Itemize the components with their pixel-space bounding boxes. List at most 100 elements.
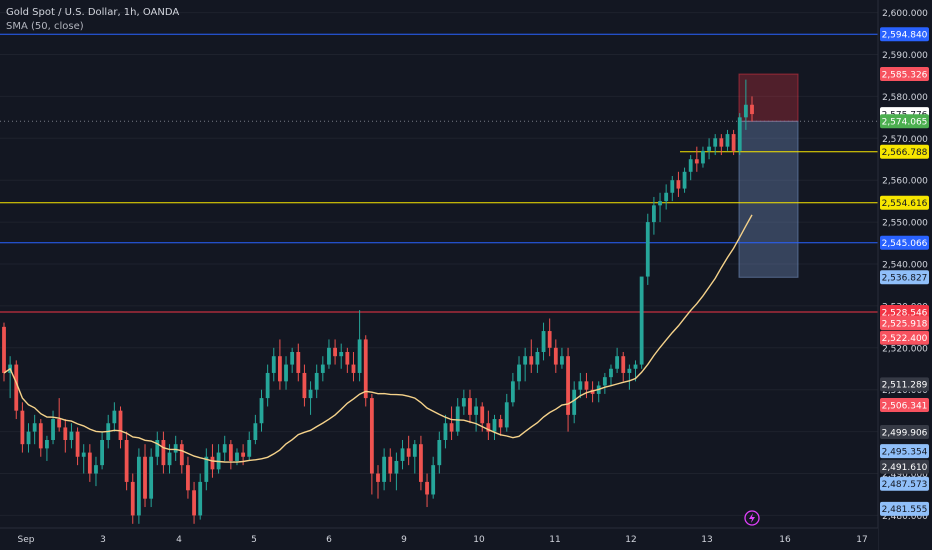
candle-body [541, 331, 546, 352]
candle-body [437, 440, 442, 466]
x-tick-label: 13 [701, 535, 712, 545]
price-tag-label: 2,495.354 [882, 447, 928, 457]
candle-body [38, 423, 43, 449]
y-tick-label: 2,560.000 [882, 177, 928, 187]
candle-body [670, 180, 675, 193]
x-tick-label: Sep [18, 535, 35, 545]
candle-body [51, 419, 55, 440]
candle-body [167, 452, 172, 466]
candle-body [676, 180, 681, 189]
candle-body [259, 398, 264, 424]
candle-body [26, 431, 31, 445]
price-tag-label: 2,487.573 [882, 480, 928, 490]
candle-body [639, 276, 644, 365]
candle-body [523, 356, 528, 365]
candle-body [143, 456, 147, 499]
price-tag [880, 304, 929, 319]
candle-body [412, 444, 417, 457]
sma-indicator-label[interactable]: SMA (50, close) [6, 21, 84, 32]
candle-body [87, 452, 92, 474]
candle-body [566, 356, 570, 415]
price-tag-label: 2,545.066 [882, 239, 928, 249]
price-tag [880, 377, 929, 392]
candle-body [2, 326, 6, 373]
price-tag [880, 330, 929, 345]
price-tag [880, 398, 929, 413]
candle-body [633, 364, 638, 369]
y-tick-label: 2,580.000 [882, 93, 928, 103]
price-tag [880, 444, 929, 459]
price-tag [880, 195, 929, 210]
candle-body [431, 465, 436, 495]
x-tick-label: 17 [856, 535, 867, 545]
candle-body [572, 389, 577, 415]
symbol-title[interactable]: Gold Spot / U.S. Dollar, 1h, OANDA [6, 7, 180, 18]
price-tag-label: 2,525.918 [882, 319, 928, 329]
price-tag-label: 2,566.788 [882, 148, 928, 158]
candle-body [327, 347, 331, 365]
candle-body [320, 364, 325, 373]
price-tag-label: 2,522.400 [882, 334, 928, 344]
candle-body [173, 444, 178, 453]
y-tick-label: 2,590.000 [882, 51, 928, 61]
candle-body [394, 460, 399, 474]
candle-body [112, 410, 117, 424]
price-tag-label: 2,574.065 [882, 118, 928, 128]
price-tag-label: 2,506.341 [882, 401, 928, 411]
candle-body [694, 159, 699, 164]
stop-loss-zone [738, 73, 799, 122]
candle-body [474, 406, 478, 415]
lightning-icon[interactable] [744, 510, 760, 526]
x-tick-label: 16 [779, 535, 791, 545]
candle-body [69, 431, 74, 440]
candle-body [290, 352, 295, 365]
candle-body [130, 481, 135, 516]
candle-body [210, 456, 215, 470]
candle-body [124, 440, 129, 482]
price-tag-label: 2,511.289 [882, 381, 928, 391]
sma-line [3, 214, 753, 463]
candle-body [504, 402, 509, 428]
x-tick-label: 5 [251, 535, 257, 545]
candle-body [296, 352, 301, 373]
candle-body [492, 419, 497, 432]
candle-body [664, 192, 669, 202]
x-tick-label: 9 [401, 535, 407, 545]
y-tick-label: 2,520.000 [882, 344, 928, 354]
candle-body [517, 364, 521, 382]
candle-body [400, 448, 405, 461]
price-tag-label: 2,491.610 [882, 463, 928, 473]
candle-body [578, 381, 583, 390]
price-tag [880, 316, 929, 331]
candle-body [682, 171, 687, 189]
candle-body [363, 339, 368, 399]
price-tag [880, 235, 929, 250]
candle-body [118, 410, 123, 440]
price-tag-label: 2,481.555 [882, 505, 928, 515]
candle-body [204, 456, 209, 482]
candle-body [529, 356, 534, 365]
candle-body [419, 444, 423, 482]
candle-body [449, 423, 454, 432]
candle-body [161, 440, 166, 466]
x-tick-label: 11 [549, 535, 560, 545]
candle-body [652, 205, 656, 223]
candle-body [535, 352, 540, 365]
candle-body [284, 364, 288, 382]
candle-body [198, 481, 203, 516]
candle-body [510, 381, 515, 403]
candle-body [707, 146, 711, 151]
x-tick-label: 3 [100, 535, 106, 545]
candle-body [136, 456, 141, 516]
candle-body [186, 465, 190, 491]
candle-body [615, 356, 620, 369]
candle-body [351, 364, 356, 373]
candle-body [609, 368, 613, 378]
candle-body [627, 368, 632, 373]
candle-body [658, 201, 662, 206]
candle-body [388, 456, 393, 474]
candle-body [560, 356, 564, 365]
candle-body [369, 398, 374, 474]
y-tick-label: 2,570.000 [882, 135, 928, 145]
